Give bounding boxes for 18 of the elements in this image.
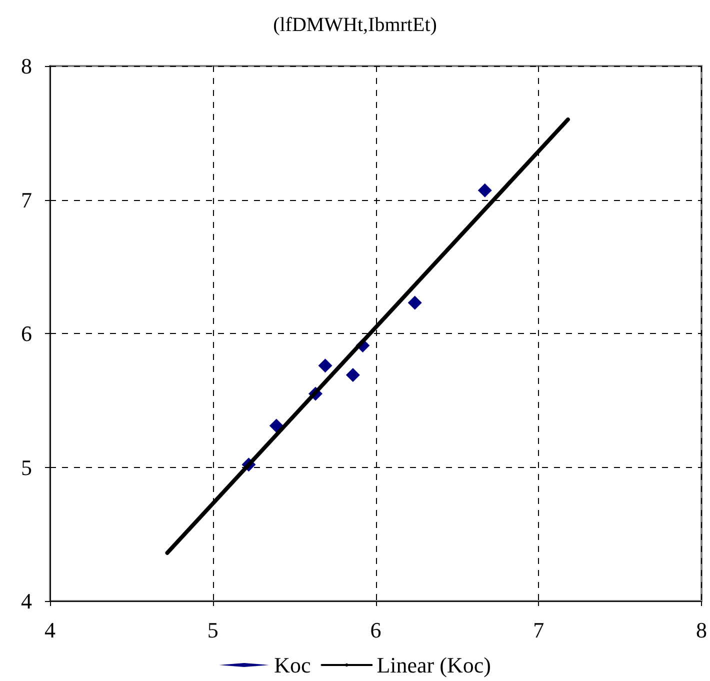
legend-label: Linear (Koc) bbox=[376, 652, 491, 678]
point bbox=[318, 358, 332, 373]
y-tick-label: 5 bbox=[21, 454, 32, 480]
chart-title: (lfDMWHt,IbmrtEt) bbox=[273, 14, 437, 36]
x-tick-label: 6 bbox=[370, 618, 382, 642]
y-tick-label: 8 bbox=[21, 54, 32, 78]
x-tick-label: 7 bbox=[533, 618, 544, 642]
legend-label: Koc bbox=[274, 652, 311, 678]
x-tick-label: 8 bbox=[696, 618, 707, 642]
point bbox=[346, 368, 360, 382]
point bbox=[408, 296, 422, 310]
point bbox=[478, 183, 492, 198]
x-tick-label: 5 bbox=[207, 618, 218, 642]
x-tick-label: 4 bbox=[44, 618, 56, 642]
point bbox=[269, 418, 284, 433]
y-tick-label: 6 bbox=[21, 321, 32, 346]
y-tick-label: 7 bbox=[21, 187, 32, 212]
y-tick-label: 4 bbox=[21, 588, 32, 614]
